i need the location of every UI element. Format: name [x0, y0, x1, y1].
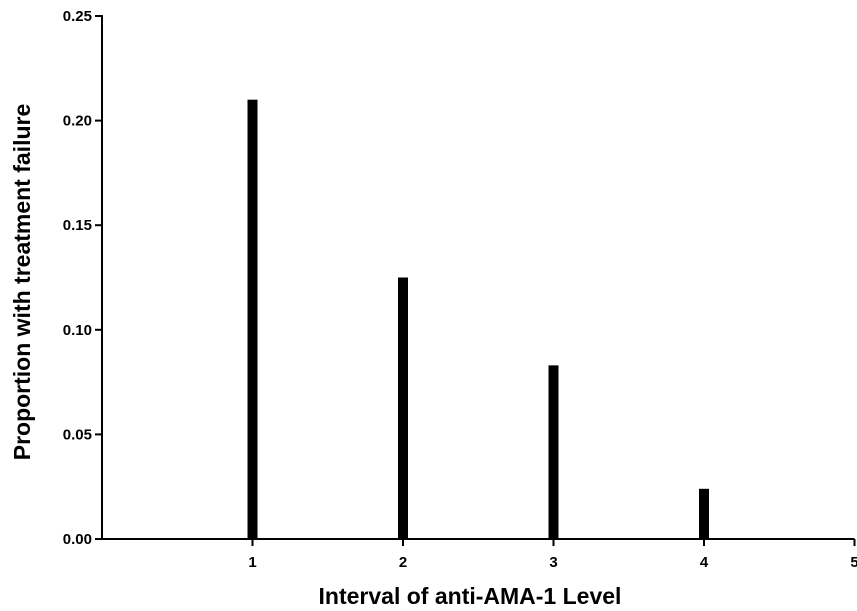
x-tick-label: 2 — [399, 554, 407, 571]
y-tick-label: 0.25 — [63, 8, 92, 25]
x-axis-title: Interval of anti-AMA-1 Level — [319, 583, 622, 609]
y-axis-title: Proportion with treatment failure — [9, 104, 35, 461]
x-tick-label: 3 — [549, 554, 557, 571]
y-tick-label: 0.05 — [63, 426, 92, 443]
bar-2 — [398, 277, 408, 539]
y-tick-label: 0.15 — [63, 217, 92, 234]
x-tick-label: 4 — [700, 554, 709, 571]
bar-4 — [699, 488, 709, 539]
y-ticks-group: 0.00 0.05 0.10 0.15 0.20 0.25 — [63, 8, 102, 548]
bar-3 — [548, 365, 559, 539]
bars-group — [247, 99, 709, 540]
x-tick-label: 5 — [850, 554, 857, 571]
bar-1 — [247, 99, 258, 540]
y-tick-label: 0.10 — [63, 322, 92, 339]
x-tick-label: 1 — [248, 554, 256, 571]
y-tick-label: 0.00 — [63, 531, 92, 548]
x-ticks-group: 1 2 3 4 5 — [248, 539, 857, 571]
y-tick-label: 0.20 — [63, 113, 92, 130]
